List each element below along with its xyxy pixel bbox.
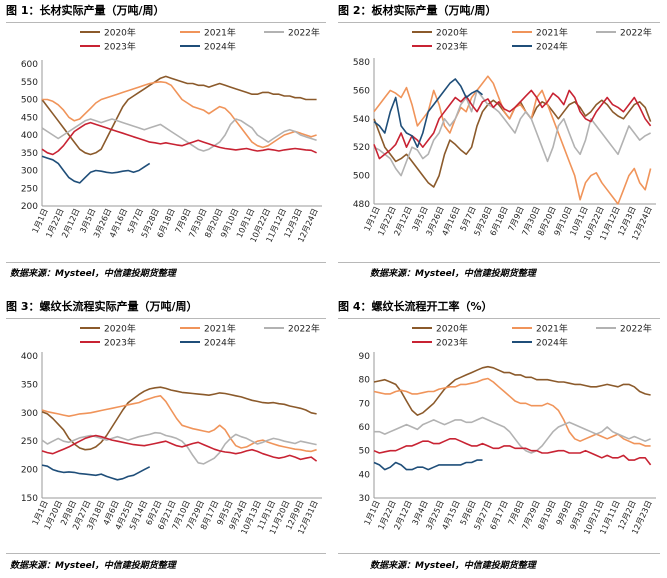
source-note: 数据来源：Mysteel，中信建投期货整理 <box>10 269 176 279</box>
y-tick-label: 30 <box>359 494 371 504</box>
chart-title: 图 1：长材实际产量（万吨/周） <box>6 4 165 17</box>
series-line <box>373 89 652 160</box>
line-chart: 2020年 2021年 2022年 2023年 2024年 150 200 250 300 350… <box>21 323 322 536</box>
y-tick-label: 600 <box>21 60 38 70</box>
source-rule <box>338 262 660 263</box>
series-line <box>373 365 651 416</box>
legend-label: 2023年 <box>436 41 468 53</box>
series-line <box>41 395 317 453</box>
series-line <box>373 78 483 148</box>
title-rule <box>6 22 326 23</box>
y-tick-label: 300 <box>21 409 38 419</box>
series-line <box>41 121 317 156</box>
series-line <box>41 434 318 462</box>
title-rule <box>6 318 326 319</box>
y-tick-label: 550 <box>21 78 38 88</box>
series-line <box>42 80 317 149</box>
legend-label: 2022年 <box>288 323 320 335</box>
source-note: 数据来源：Mysteel，中信建投期货整理 <box>10 561 176 571</box>
legend-label: 2023年 <box>104 337 136 349</box>
series-line <box>373 438 652 466</box>
y-tick-label: 300 <box>21 167 38 177</box>
series-line <box>373 377 651 447</box>
series-line <box>41 386 317 451</box>
chart-panel-1: 图 1：长材实际产量（万吨/周） 2020年 2021年 2022年 2023年 202… <box>6 0 328 285</box>
legend-label: 2021年 <box>536 27 568 39</box>
y-tick-label: 200 <box>21 466 38 476</box>
y-tick-label: 450 <box>21 113 38 123</box>
chart-title: 图 4：螺纹长流程开工率（%） <box>338 300 493 313</box>
chart-panel-3: 图 3：螺纹长流程实际产量（万吨/周） 2020年 2021年 2022年 2023年… <box>6 296 328 578</box>
source-note: 数据来源：Mysteel，中信建投期货整理 <box>370 269 536 279</box>
y-tick-label: 200 <box>21 202 38 212</box>
y-tick-label: 400 <box>21 352 38 362</box>
series-line <box>41 118 317 152</box>
legend-label: 2022年 <box>620 323 652 335</box>
source-note: 数据来源：Mysteel，中信建投期货整理 <box>370 561 536 571</box>
y-tick-label: 540 <box>353 115 370 125</box>
y-tick-label: 50 <box>359 447 371 457</box>
y-tick-label: 580 <box>353 58 370 68</box>
series-line <box>41 75 317 156</box>
legend-label: 2020年 <box>436 27 468 39</box>
legend-label: 2021年 <box>204 323 236 335</box>
y-tick-label: 80 <box>359 376 371 386</box>
legend-label: 2021年 <box>536 323 568 335</box>
series-line <box>41 464 151 481</box>
series-line <box>374 416 651 454</box>
y-tick-label: 500 <box>353 172 370 182</box>
legend-label: 2024年 <box>536 41 568 53</box>
y-tick-label: 560 <box>353 86 370 96</box>
legend-label: 2024年 <box>204 41 236 53</box>
chart-title: 图 3：螺纹长流程实际产量（万吨/周） <box>6 300 198 313</box>
y-tick-label: 350 <box>21 149 38 159</box>
y-tick-label: 520 <box>353 143 370 153</box>
y-tick-label: 70 <box>359 399 371 409</box>
legend-label: 2022年 <box>620 27 652 39</box>
chart-title: 图 2：板材实际产量（万吨/周） <box>338 4 497 17</box>
legend-label: 2020年 <box>104 27 136 39</box>
title-rule <box>338 318 660 319</box>
line-chart: 2020年 2021年 2022年 2023年 2024年 200 250 300 350 400… <box>21 27 322 244</box>
legend-label: 2022年 <box>288 27 320 39</box>
y-tick-label: 480 <box>353 200 370 210</box>
chart-panel-2: 图 2：板材实际产量（万吨/周） 2020年 2021年 2022年 2023年 202… <box>338 0 662 285</box>
y-tick-label: 250 <box>21 184 38 194</box>
series-line <box>41 431 317 465</box>
line-chart: 2020年 2021年 2022年 2023年 2024年 480 500 520 540 560… <box>353 27 656 242</box>
legend-label: 2024年 <box>204 337 236 349</box>
legend-label: 2023年 <box>436 337 468 349</box>
y-tick-label: 150 <box>21 494 38 504</box>
series-line <box>41 155 151 184</box>
y-tick-label: 60 <box>359 423 371 433</box>
source-rule <box>6 262 326 263</box>
series-line <box>373 89 651 177</box>
title-rule <box>338 22 660 23</box>
y-tick-label: 350 <box>21 380 38 390</box>
y-tick-label: 500 <box>21 96 38 106</box>
series-line <box>373 75 652 205</box>
legend-label: 2024年 <box>536 337 568 349</box>
legend-label: 2020年 <box>104 323 136 335</box>
source-rule <box>6 553 326 554</box>
y-tick-label: 400 <box>21 131 38 141</box>
source-rule <box>338 553 660 554</box>
y-tick-label: 250 <box>21 437 38 447</box>
legend-label: 2020年 <box>436 323 468 335</box>
series-line <box>373 459 483 471</box>
chart-panel-4: 图 4：螺纹长流程开工率（%） 2020年 2021年 2022年 2023年 2024… <box>338 296 662 578</box>
y-tick-label: 90 <box>359 352 371 362</box>
y-tick-label: 40 <box>359 470 371 480</box>
legend-label: 2021年 <box>204 27 236 39</box>
legend-label: 2023年 <box>104 41 136 53</box>
